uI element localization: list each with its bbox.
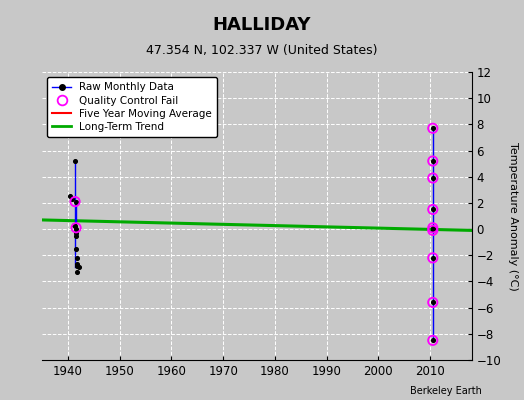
Point <box>72 255 81 261</box>
Point <box>429 206 437 213</box>
Point <box>429 175 437 181</box>
Point <box>429 158 437 164</box>
Point <box>68 196 77 202</box>
Text: 47.354 N, 102.337 W (United States): 47.354 N, 102.337 W (United States) <box>146 44 378 57</box>
Point <box>73 262 81 269</box>
Legend: Raw Monthly Data, Quality Control Fail, Five Year Moving Average, Long-Term Tren: Raw Monthly Data, Quality Control Fail, … <box>47 77 217 137</box>
Y-axis label: Temperature Anomaly (°C): Temperature Anomaly (°C) <box>508 142 518 290</box>
Point <box>429 227 437 234</box>
Point <box>429 255 437 261</box>
Text: Berkeley Earth: Berkeley Earth <box>410 386 482 396</box>
Point <box>429 224 437 231</box>
Point <box>429 299 437 306</box>
Point <box>429 255 437 261</box>
Text: HALLIDAY: HALLIDAY <box>213 16 311 34</box>
Point <box>75 264 83 270</box>
Point <box>71 198 79 205</box>
Point <box>73 269 81 276</box>
Point <box>71 226 80 232</box>
Point <box>429 337 437 344</box>
Point <box>429 224 437 231</box>
Point <box>429 158 437 164</box>
Point <box>73 261 82 268</box>
Point <box>429 125 437 132</box>
Point <box>429 337 437 344</box>
Point <box>71 223 80 230</box>
Point <box>72 224 80 231</box>
Point <box>72 232 80 239</box>
Point <box>66 193 74 200</box>
Point <box>429 175 437 181</box>
Point <box>429 125 437 132</box>
Point <box>429 227 437 234</box>
Point <box>72 246 81 252</box>
Point <box>72 198 80 205</box>
Point <box>72 230 80 236</box>
Point <box>429 206 437 213</box>
Point <box>429 299 437 306</box>
Point <box>70 222 78 228</box>
Point <box>71 158 79 164</box>
